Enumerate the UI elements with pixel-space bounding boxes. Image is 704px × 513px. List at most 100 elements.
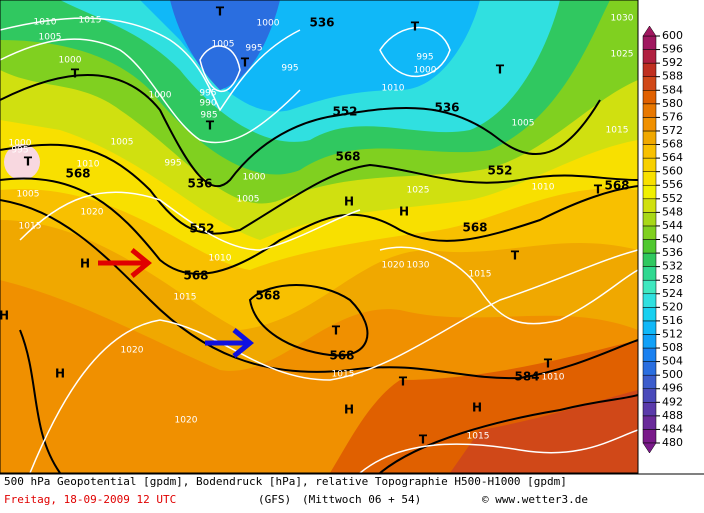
scale-label: 564 [662, 151, 683, 164]
scale-swatch [642, 90, 657, 105]
map-labels: 536 552 536 552 568 568 568 568 536 552 568 568 568 5… [0, 5, 634, 447]
height-label: 552 [189, 222, 214, 236]
pressure-label: 1015 [467, 432, 490, 442]
scale-label: 500 [662, 368, 683, 381]
scale-label: 576 [662, 110, 683, 123]
pressure-label: 1020 [121, 346, 144, 356]
scale-swatch [642, 374, 657, 389]
pressure-center: H [55, 367, 65, 381]
pressure-label: 995 [281, 64, 298, 74]
scale-swatch [642, 293, 657, 308]
pressure-label: 1020 [382, 261, 405, 271]
footer-date: Freitag, 18-09-2009 12 UTC [4, 493, 176, 506]
height-label: 552 [487, 164, 512, 178]
scale-label: 492 [662, 395, 683, 408]
scale-label: 504 [662, 355, 683, 368]
scale-label: 488 [662, 409, 683, 422]
pressure-center: H [472, 401, 482, 415]
map-frame [0, 0, 639, 474]
color-scale: 4804844884924965005045085125165205245285… [642, 25, 683, 454]
pressure-label: 1005 [17, 190, 40, 200]
pressure-center: T [332, 324, 341, 338]
scale-swatch [642, 184, 657, 200]
pressure-label: 1015 [606, 126, 629, 136]
pressure-center: H [344, 403, 354, 417]
pressure-center: T [544, 357, 553, 371]
footer-line1: 500 hPa Geopotential [gpdm], Bodendruck … [4, 475, 567, 488]
scale-label: 536 [662, 246, 683, 259]
pressure-center: T [216, 5, 225, 19]
scale-swatch [642, 62, 657, 77]
pressure-label: 995 [11, 146, 28, 156]
pressure-label: 1020 [81, 208, 104, 218]
pressure-label: 1005 [237, 195, 260, 205]
pressure-label: 1010 [382, 84, 405, 94]
scale-swatch [642, 415, 657, 430]
scale-label: 568 [662, 138, 683, 151]
pressure-label: 1000 [414, 66, 437, 76]
scale-label: 592 [662, 56, 683, 69]
scale-label: 524 [662, 287, 683, 300]
scale-swatch [642, 307, 657, 322]
pressure-label: 1010 [34, 18, 57, 28]
pressure-label: 1000 [59, 56, 82, 66]
scale-swatch [642, 35, 657, 50]
pressure-center: H [0, 309, 9, 323]
scale-label: 548 [662, 205, 683, 218]
pressure-label: 995 [199, 89, 216, 99]
scale-swatch [642, 279, 657, 295]
scale-swatch [642, 239, 657, 254]
map-fill [0, 0, 638, 473]
pressure-center: T [241, 56, 250, 70]
pressure-label: 1025 [611, 50, 634, 60]
scale-label: 512 [662, 327, 683, 340]
height-label: 568 [462, 221, 487, 235]
pressure-label: 1005 [39, 33, 62, 43]
scale-label: 544 [662, 219, 683, 232]
pressure-center: T [399, 375, 408, 389]
pressure-label: 1000 [243, 173, 266, 183]
scale-swatch [642, 225, 657, 240]
height-label: 568 [604, 179, 629, 193]
scale-swatch [642, 171, 657, 186]
arrows [98, 248, 254, 358]
scale-label: 508 [662, 341, 683, 354]
pressure-label: 1020 [175, 416, 198, 426]
scale-label: 580 [662, 97, 683, 110]
scale-label: 596 [662, 43, 683, 56]
scale-swatch [642, 388, 657, 403]
scale-label: 584 [662, 83, 683, 96]
pressure-label: 1010 [209, 254, 232, 264]
pressure-center: H [344, 195, 354, 209]
pressure-label: 1000 [9, 139, 32, 149]
scale-label: 560 [662, 165, 683, 178]
scale-label: 528 [662, 273, 683, 286]
pressure-label: 1030 [611, 14, 634, 24]
pressure-contours [0, 17, 639, 474]
scale-swatch [642, 320, 657, 335]
height-label: 536 [187, 177, 212, 191]
pressure-center: T [511, 249, 520, 263]
pressure-label: 1025 [407, 186, 430, 196]
scale-swatch [642, 117, 657, 132]
scale-swatch [642, 402, 657, 417]
height-label: 568 [329, 349, 354, 363]
pressure-center: T [411, 20, 420, 34]
scale-swatch [642, 347, 657, 362]
pressure-center: T [206, 119, 215, 133]
pressure-label: 990 [199, 99, 216, 109]
scale-label: 552 [662, 192, 683, 205]
scale-label: 556 [662, 178, 683, 191]
pressure-label: 1005 [212, 40, 235, 50]
height-label: 568 [65, 167, 90, 181]
pressure-label: 985 [200, 111, 217, 121]
footer-model: (GFS) [258, 493, 291, 506]
pressure-center: T [419, 433, 428, 447]
scale-cap-bottom [642, 442, 657, 454]
height-label: 568 [335, 150, 360, 164]
height-contours [0, 74, 639, 474]
scale-label: 480 [662, 436, 683, 449]
scale-cap-top [642, 25, 657, 37]
pressure-label: 1010 [532, 183, 555, 193]
scale-swatch [642, 49, 657, 64]
